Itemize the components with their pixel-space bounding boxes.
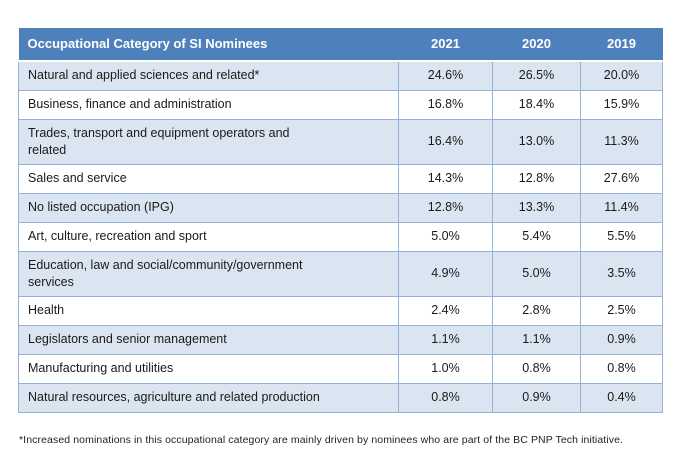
value-cell-2019: 11.3% <box>580 118 663 165</box>
value-cell-2020: 13.0% <box>492 118 581 165</box>
table-row: Education, law and social/community/gove… <box>18 250 663 297</box>
occupational-category-table: Occupational Category of SI Nominees 202… <box>18 28 663 413</box>
value-cell-2020: 12.8% <box>492 163 581 194</box>
value-cell-2021: 12.8% <box>398 192 493 223</box>
category-cell: Art, culture, recreation and sport <box>18 221 399 252</box>
table-row: Health 2.4% 2.8% 2.5% <box>18 295 663 326</box>
value-cell-2020: 26.5% <box>492 60 581 91</box>
value-cell-2021: 14.3% <box>398 163 493 194</box>
value-cell-2020: 0.8% <box>492 353 581 384</box>
value-cell-2021: 2.4% <box>398 295 493 326</box>
value-cell-2019: 11.4% <box>580 192 663 223</box>
category-cell: Natural resources, agriculture and relat… <box>18 382 399 413</box>
value-cell-2020: 13.3% <box>492 192 581 223</box>
value-cell-2020: 5.0% <box>492 250 581 297</box>
category-cell: Natural and applied sciences and related… <box>18 60 399 91</box>
value-cell-2021: 4.9% <box>398 250 493 297</box>
table-row: Business, finance and administration 16.… <box>18 89 663 120</box>
category-cell: Health <box>18 295 399 326</box>
footnote-text: *Increased nominations in this occupatio… <box>19 433 624 446</box>
value-cell-2021: 16.4% <box>398 118 493 165</box>
year-header-2021: 2021 <box>398 28 493 62</box>
category-cell: Manufacturing and utilities <box>18 353 399 384</box>
value-cell-2021: 16.8% <box>398 89 493 120</box>
year-header-2020: 2020 <box>492 28 581 62</box>
table-row: Art, culture, recreation and sport 5.0% … <box>18 221 663 252</box>
value-cell-2019: 27.6% <box>580 163 663 194</box>
table-row: Natural resources, agriculture and relat… <box>18 382 663 413</box>
value-cell-2019: 3.5% <box>580 250 663 297</box>
table-row: No listed occupation (IPG) 12.8% 13.3% 1… <box>18 192 663 223</box>
category-cell: Business, finance and administration <box>18 89 399 120</box>
value-cell-2021: 1.1% <box>398 324 493 355</box>
table-title-header: Occupational Category of SI Nominees <box>18 28 399 62</box>
value-cell-2021: 0.8% <box>398 382 493 413</box>
category-cell: Legislators and senior management <box>18 324 399 355</box>
category-cell: Sales and service <box>18 163 399 194</box>
table-row: Sales and service 14.3% 12.8% 27.6% <box>18 163 663 194</box>
year-header-2019: 2019 <box>580 28 663 62</box>
value-cell-2020: 5.4% <box>492 221 581 252</box>
value-cell-2021: 5.0% <box>398 221 493 252</box>
value-cell-2020: 18.4% <box>492 89 581 120</box>
value-cell-2019: 20.0% <box>580 60 663 91</box>
value-cell-2019: 0.8% <box>580 353 663 384</box>
category-cell: Trades, transport and equipment operator… <box>18 118 399 165</box>
category-cell: Education, law and social/community/gove… <box>18 250 399 297</box>
table-row: Natural and applied sciences and related… <box>18 60 663 91</box>
table-row: Legislators and senior management 1.1% 1… <box>18 324 663 355</box>
table-row: Trades, transport and equipment operator… <box>18 118 663 165</box>
category-cell: No listed occupation (IPG) <box>18 192 399 223</box>
value-cell-2020: 0.9% <box>492 382 581 413</box>
table-row: Manufacturing and utilities 1.0% 0.8% 0.… <box>18 353 663 384</box>
value-cell-2019: 2.5% <box>580 295 663 326</box>
value-cell-2019: 0.4% <box>580 382 663 413</box>
value-cell-2019: 5.5% <box>580 221 663 252</box>
value-cell-2020: 2.8% <box>492 295 581 326</box>
table-header-row: Occupational Category of SI Nominees 202… <box>18 28 663 62</box>
value-cell-2021: 1.0% <box>398 353 493 384</box>
value-cell-2020: 1.1% <box>492 324 581 355</box>
value-cell-2019: 0.9% <box>580 324 663 355</box>
value-cell-2019: 15.9% <box>580 89 663 120</box>
value-cell-2021: 24.6% <box>398 60 493 91</box>
